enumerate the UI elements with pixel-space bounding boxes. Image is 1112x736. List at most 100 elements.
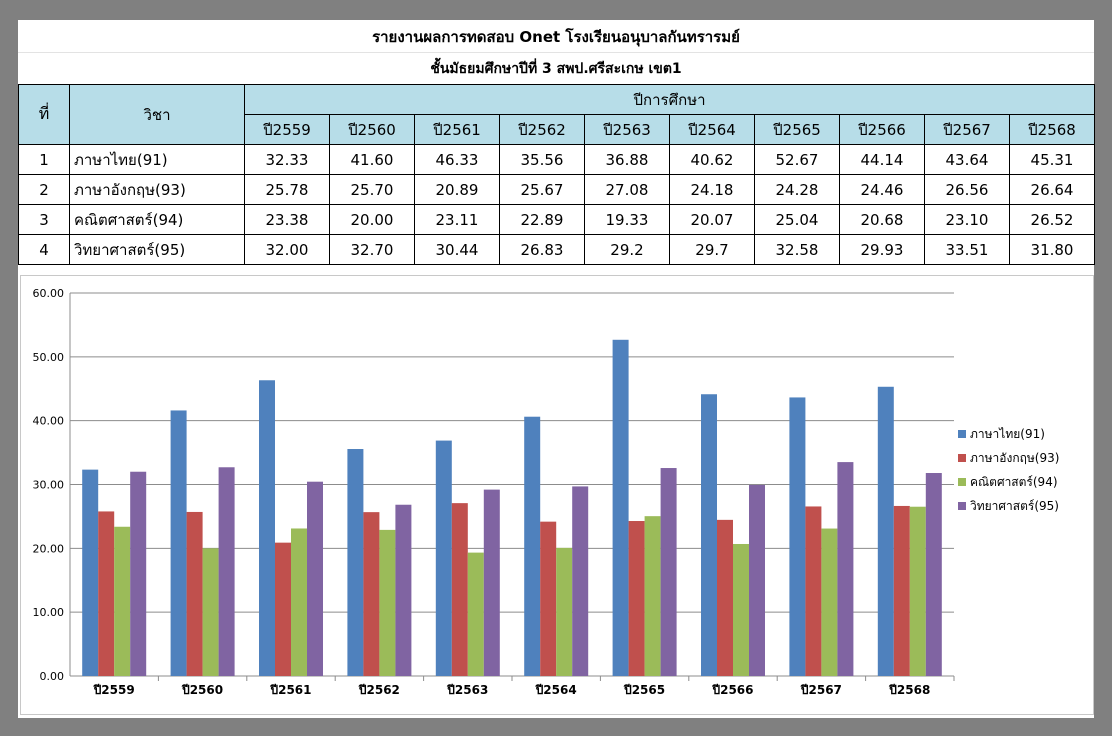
score-cell[interactable]: 41.60 <box>329 144 415 175</box>
header-subject[interactable]: วิชา <box>69 84 245 145</box>
x-tick-label: ปี2568 <box>889 683 931 697</box>
header-year-9[interactable]: ปี2568 <box>1008 114 1096 145</box>
bar <box>259 380 275 676</box>
subject-cell[interactable]: คณิตศาสตร์(94) <box>69 204 245 235</box>
table-row: 4 วิทยาศาสตร์(95) 32.00 32.70 30.44 26.83 29.2… <box>18 234 1096 265</box>
score-table: ที่ วิชา ปีการศึกษา ปี2559 ปี2560 ปี2561 ปี… <box>18 84 1096 265</box>
score-cell[interactable]: 26.83 <box>499 234 585 265</box>
score-cell[interactable]: 20.89 <box>414 174 500 205</box>
bar <box>186 511 203 676</box>
score-cell[interactable]: 36.88 <box>584 144 670 175</box>
header-academic-year[interactable]: ปีการศึกษา <box>243 84 1096 115</box>
row-number[interactable]: 3 <box>18 204 70 235</box>
bar <box>612 339 629 676</box>
bar <box>644 516 661 676</box>
score-cell[interactable]: 35.56 <box>499 144 585 175</box>
score-cell[interactable]: 32.00 <box>244 234 330 265</box>
score-cell[interactable]: 43.64 <box>924 144 1010 175</box>
header-year-5[interactable]: ปี2564 <box>669 114 755 145</box>
report-subtitle: ชั้นมัธยมศึกษาปีที่ 3 สพป.ศรีสะเกษ เขต1 <box>18 54 1094 85</box>
bar <box>540 521 557 676</box>
y-tick-label: 60.00 <box>33 287 65 300</box>
row-number[interactable]: 2 <box>18 174 70 205</box>
subject-cell[interactable]: วิทยาศาสตร์(95) <box>69 234 245 265</box>
bar <box>114 526 131 676</box>
score-cell[interactable]: 24.46 <box>839 174 925 205</box>
score-cell[interactable]: 20.07 <box>669 204 755 235</box>
header-year-2[interactable]: ปี2561 <box>414 114 500 145</box>
legend-label: ภาษาไทย(91) <box>970 426 1045 441</box>
legend-item[interactable]: ภาษาอังกฤษ(93) <box>958 446 1088 470</box>
score-cell[interactable]: 25.78 <box>244 174 330 205</box>
header-no[interactable]: ที่ <box>18 84 70 145</box>
score-cell[interactable]: 32.33 <box>244 144 330 175</box>
legend-item[interactable]: วิทยาศาสตร์(95) <box>958 494 1088 518</box>
score-cell[interactable]: 25.67 <box>499 174 585 205</box>
score-cell[interactable]: 33.51 <box>924 234 1010 265</box>
legend-swatch <box>958 502 966 510</box>
score-cell[interactable]: 23.38 <box>244 204 330 235</box>
score-cell[interactable]: 30.44 <box>414 234 500 265</box>
score-cell[interactable]: 29.7 <box>669 234 755 265</box>
legend-item[interactable]: คณิตศาสตร์(94) <box>958 470 1088 494</box>
header-year-8[interactable]: ปี2567 <box>924 114 1010 145</box>
bar <box>275 542 291 676</box>
score-cell[interactable]: 26.52 <box>1008 204 1096 235</box>
score-cell[interactable]: 31.80 <box>1008 234 1096 265</box>
bar <box>789 397 806 676</box>
chart-area[interactable]: 0.00 10.00 20.00 30.00 40.00 50.00 60.00 ปี2559… <box>20 275 1094 715</box>
score-cell[interactable]: 44.14 <box>839 144 925 175</box>
bar <box>363 512 380 676</box>
legend-item[interactable]: ภาษาไทย(91) <box>958 422 1088 446</box>
bar <box>483 489 500 676</box>
header-year-1[interactable]: ปี2560 <box>329 114 415 145</box>
subject-cell[interactable]: ภาษาไทย(91) <box>69 144 245 175</box>
y-tick-label: 0.00 <box>40 670 65 683</box>
score-cell[interactable]: 20.00 <box>329 204 415 235</box>
score-cell[interactable]: 25.04 <box>754 204 840 235</box>
chart-legend[interactable]: ภาษาไทย(91) ภาษาอังกฤษ(93) คณิตศาสตร์(94) ว… <box>958 422 1088 518</box>
y-tick-label: 40.00 <box>33 415 65 428</box>
score-cell[interactable]: 45.31 <box>1008 144 1096 175</box>
score-cell[interactable]: 26.56 <box>924 174 1010 205</box>
bar <box>395 504 412 676</box>
table-row: 2 ภาษาอังกฤษ(93) 25.78 25.70 20.89 25.67 27.08… <box>18 174 1096 205</box>
score-cell[interactable]: 46.33 <box>414 144 500 175</box>
score-cell[interactable]: 24.18 <box>669 174 755 205</box>
header-year-4[interactable]: ปี2563 <box>584 114 670 145</box>
score-cell[interactable]: 24.28 <box>754 174 840 205</box>
table-row: 3 คณิตศาสตร์(94) 23.38 20.00 23.11 22.89 19.33… <box>18 204 1096 235</box>
score-cell[interactable]: 29.2 <box>584 234 670 265</box>
score-cell[interactable]: 25.70 <box>329 174 415 205</box>
score-cell[interactable]: 52.67 <box>754 144 840 175</box>
score-cell[interactable]: 20.68 <box>839 204 925 235</box>
x-tick-label: ปี2560 <box>182 683 224 697</box>
bar <box>805 506 822 676</box>
header-year-7[interactable]: ปี2566 <box>839 114 925 145</box>
score-cell[interactable]: 23.11 <box>414 204 500 235</box>
header-year-3[interactable]: ปี2562 <box>499 114 585 145</box>
score-cell[interactable]: 26.64 <box>1008 174 1096 205</box>
score-cell[interactable]: 40.62 <box>669 144 755 175</box>
row-number[interactable]: 1 <box>18 144 70 175</box>
x-tick-label: ปี2562 <box>358 683 400 697</box>
x-tick-label: ปี2564 <box>535 683 577 697</box>
header-year-0[interactable]: ปี2559 <box>244 114 330 145</box>
header-year-6[interactable]: ปี2565 <box>754 114 840 145</box>
x-tick-label: ปี2563 <box>447 683 489 697</box>
x-tick-label: ปี2566 <box>712 683 754 697</box>
bar <box>877 386 894 676</box>
bar <box>701 394 717 676</box>
score-cell[interactable]: 23.10 <box>924 204 1010 235</box>
bar <box>218 467 235 676</box>
table-row: 1 ภาษาไทย(91) 32.33 41.60 46.33 35.56 36.88 40.… <box>18 144 1096 175</box>
score-cell[interactable]: 27.08 <box>584 174 670 205</box>
subject-cell[interactable]: ภาษาอังกฤษ(93) <box>69 174 245 205</box>
score-cell[interactable]: 22.89 <box>499 204 585 235</box>
score-cell[interactable]: 19.33 <box>584 204 670 235</box>
x-tick-label: ปี2565 <box>624 683 666 697</box>
score-cell[interactable]: 32.58 <box>754 234 840 265</box>
score-cell[interactable]: 29.93 <box>839 234 925 265</box>
row-number[interactable]: 4 <box>18 234 70 265</box>
score-cell[interactable]: 32.70 <box>329 234 415 265</box>
